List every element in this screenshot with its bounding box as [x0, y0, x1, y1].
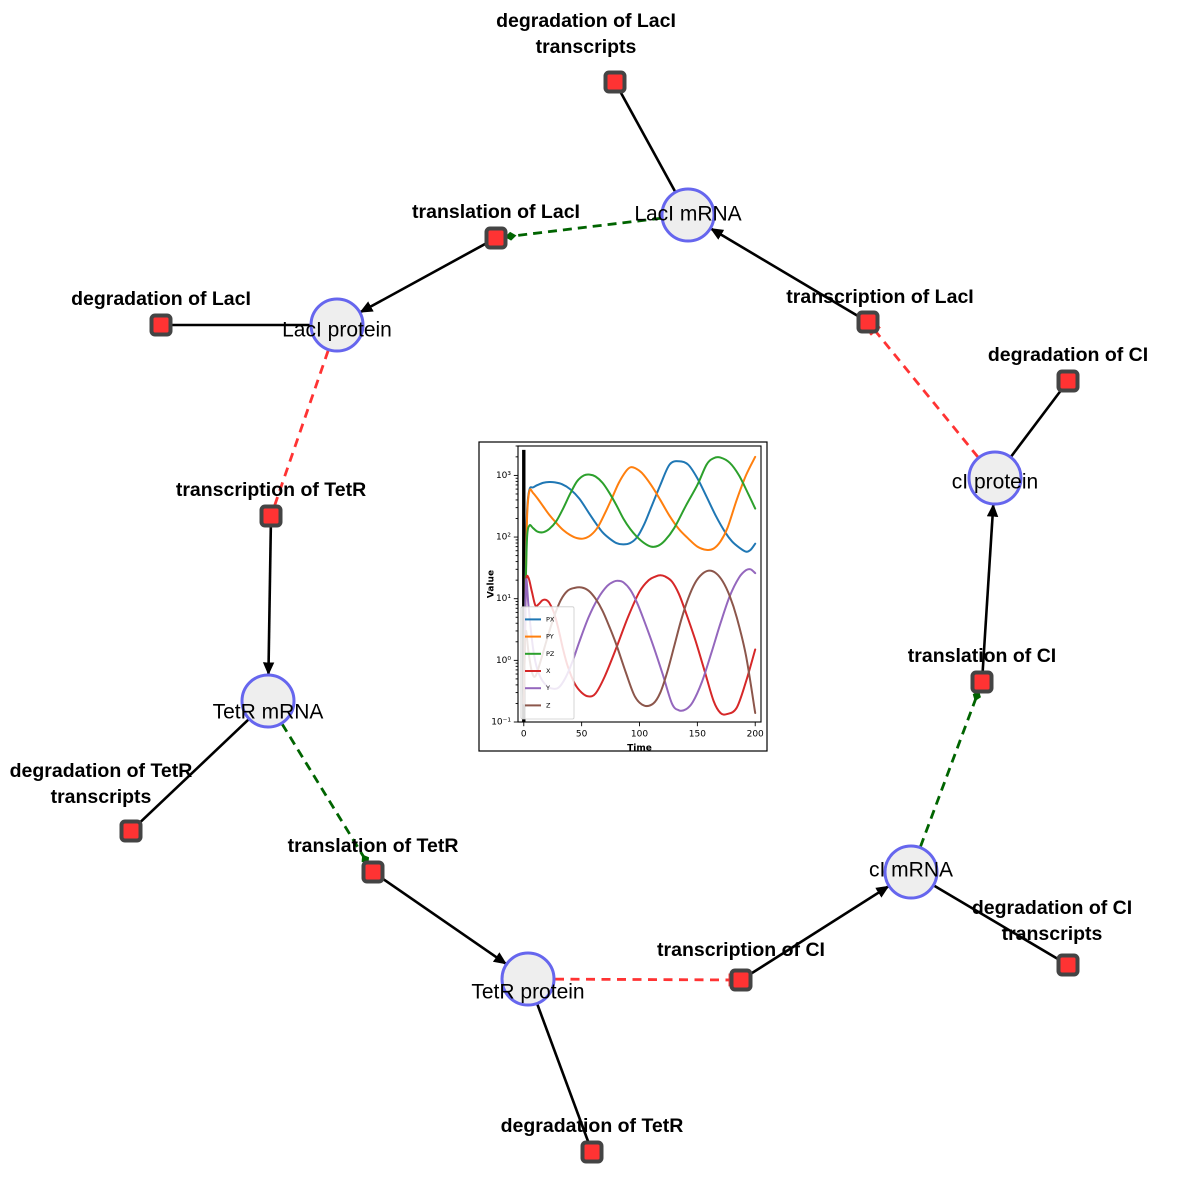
y-tick-label: 10⁻¹ — [491, 718, 511, 728]
reaction-label: degradation of CI — [988, 344, 1148, 366]
reaction-label-line: transcripts — [1002, 923, 1103, 945]
edge-layer — [137, 90, 1064, 1144]
reaction-label: degradation of LacI transcripts — [496, 10, 676, 58]
species-node[interactable] — [660, 187, 716, 243]
reaction-node[interactable] — [729, 968, 753, 992]
edge-modifier — [919, 690, 981, 848]
reaction-label-line: degradation of CI — [972, 897, 1132, 919]
species-label: cI mRNA — [869, 859, 953, 882]
reaction-node[interactable] — [484, 226, 508, 250]
y-tick-label: 10¹ — [496, 594, 511, 604]
edge-consumption — [618, 90, 677, 192]
reaction-label-line: translation of CI — [908, 645, 1056, 667]
reaction-label: translation of LacI — [412, 201, 580, 223]
legend-label: X — [546, 667, 551, 675]
legend-label: PX — [546, 615, 555, 623]
reaction-node[interactable] — [259, 504, 283, 528]
species-node[interactable] — [309, 297, 365, 353]
reaction-label-line: translation of LacI — [412, 201, 580, 223]
chart-legend[interactable]: PX PY PZ X Y Z — [520, 606, 575, 720]
reaction-label: degradation of CI transcripts — [972, 897, 1132, 945]
species-node[interactable] — [883, 844, 939, 900]
y-tick-label: 10² — [496, 533, 511, 543]
series-line — [522, 456, 757, 705]
edge-production — [710, 227, 861, 319]
reaction-node[interactable] — [1056, 369, 1080, 393]
legend-label: PY — [546, 633, 554, 641]
reaction-label: degradation of LacI — [71, 288, 251, 310]
reaction-node[interactable] — [856, 310, 880, 334]
series-line — [522, 460, 757, 705]
legend-label: Y — [545, 684, 550, 692]
species-label: cI protein — [952, 471, 1038, 494]
x-tick-label: 100 — [631, 730, 648, 740]
edge-production — [262, 525, 275, 676]
reaction-label-line: degradation of LacI — [71, 288, 251, 310]
y-axis-title: Value — [487, 570, 497, 598]
y-tick-label: 10⁰ — [496, 656, 511, 666]
series-line — [522, 455, 757, 705]
species-label: TetR protein — [471, 981, 584, 1004]
reaction-node[interactable] — [603, 70, 627, 94]
legend-label: PZ — [546, 650, 555, 658]
species-node[interactable] — [240, 673, 296, 729]
x-tick-label: 0 — [521, 730, 527, 740]
reaction-label-line: degradation of TetR — [501, 1115, 684, 1137]
edge-production — [981, 503, 999, 673]
species-label: LacI protein — [282, 319, 392, 342]
edge-modifier — [280, 723, 370, 865]
reaction-label: translation of TetR — [288, 835, 459, 857]
reaction-label: translation of CI — [908, 645, 1056, 667]
reaction-label-line: degradation of TetR — [10, 760, 193, 782]
reaction-node[interactable] — [580, 1140, 604, 1164]
reaction-label: degradation of TetR — [501, 1115, 684, 1137]
reaction-node[interactable] — [970, 670, 994, 694]
edge-inhibition — [868, 325, 980, 458]
edge-modifier — [504, 216, 662, 241]
reaction-label: degradation of TetR transcripts — [10, 760, 193, 808]
reaction-node[interactable] — [361, 860, 385, 884]
species-label: LacI mRNA — [634, 203, 741, 226]
reaction-label: transcription of TetR — [176, 479, 366, 501]
reaction-label-line: transcription of CI — [657, 939, 825, 961]
reaction-label-line: transcripts — [51, 786, 152, 808]
species-label: TetR mRNA — [213, 701, 324, 724]
reaction-label-line: translation of TetR — [288, 835, 459, 857]
edge-production — [359, 241, 488, 314]
timecourse-plot-inset[interactable]: 10⁻¹ 10⁰ 10¹ 10² 10³ 0 50 100 150 200 Time Value PX P… — [478, 441, 768, 752]
reaction-node[interactable] — [119, 819, 143, 843]
legend-label: Z — [546, 701, 551, 709]
edge-production — [380, 876, 507, 965]
reaction-label: transcription of CI — [657, 939, 825, 961]
species-node[interactable] — [967, 450, 1023, 506]
edge-consumption — [1010, 388, 1064, 458]
species-node[interactable] — [500, 951, 556, 1007]
node-layer — [119, 70, 1080, 1164]
x-tick-label: 50 — [576, 730, 588, 740]
edge-consumption — [536, 1003, 590, 1144]
series-line — [522, 574, 757, 716]
reaction-label-line: transcripts — [536, 36, 637, 58]
label-layer: LacI mRNA LacI protein TetR mRNA TetR prote… — [10, 10, 1149, 1137]
reaction-node[interactable] — [1056, 953, 1080, 977]
reaction-label-line: transcription of LacI — [786, 286, 973, 308]
legend-box — [520, 606, 575, 720]
edge-consumption — [933, 884, 1061, 962]
reaction-label-line: degradation of LacI — [496, 10, 676, 32]
edge-production — [748, 885, 890, 976]
reaction-node[interactable] — [149, 313, 173, 337]
edge-inhibition — [554, 973, 732, 987]
edge-consumption — [137, 718, 250, 826]
x-tick-label: 200 — [747, 730, 764, 740]
x-axis-title: Time — [627, 744, 652, 753]
reaction-label: transcription of LacI — [786, 286, 973, 308]
reaction-label-line: degradation of CI — [988, 344, 1148, 366]
reaction-label-line: transcription of TetR — [176, 479, 366, 501]
edge-inhibition — [272, 350, 330, 508]
y-tick-label: 10³ — [496, 471, 511, 481]
x-tick-label: 150 — [689, 730, 706, 740]
